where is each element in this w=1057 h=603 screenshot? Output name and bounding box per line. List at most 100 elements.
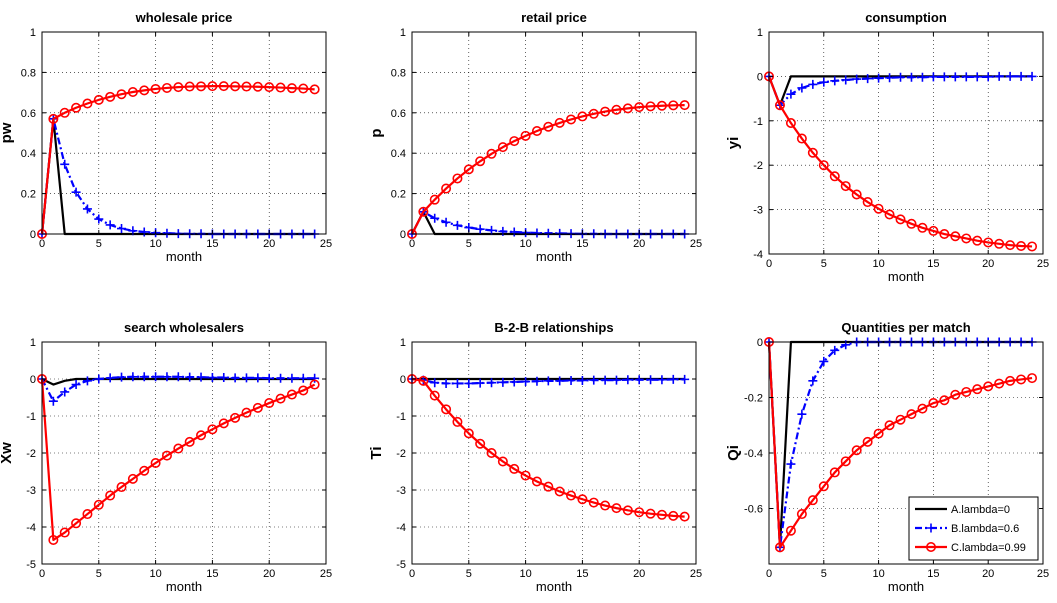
data-point bbox=[808, 376, 818, 386]
legend-marker bbox=[926, 523, 936, 533]
data-point bbox=[972, 72, 982, 82]
data-point bbox=[679, 100, 690, 111]
y-tick-label: -5 bbox=[396, 559, 406, 571]
y-axis-label: pw bbox=[0, 122, 15, 143]
data-point bbox=[82, 98, 93, 109]
data-point bbox=[668, 374, 678, 384]
panel-title: consumption bbox=[865, 10, 947, 25]
x-axis-label: month bbox=[536, 579, 572, 594]
data-point bbox=[475, 438, 486, 449]
data-point bbox=[961, 386, 972, 397]
data-point bbox=[298, 385, 309, 396]
data-point bbox=[264, 373, 274, 383]
x-axis-label: month bbox=[536, 249, 572, 264]
data-point bbox=[808, 79, 818, 89]
y-tick-label: -5 bbox=[26, 559, 36, 571]
data-point bbox=[819, 356, 829, 366]
y-tick-label: -1 bbox=[26, 411, 36, 423]
data-point bbox=[588, 108, 599, 119]
data-point bbox=[264, 82, 275, 93]
x-tick-label: 5 bbox=[821, 258, 827, 270]
data-point bbox=[862, 197, 873, 208]
data-point bbox=[928, 225, 939, 236]
data-point bbox=[71, 102, 82, 113]
data-point bbox=[486, 148, 497, 159]
y-tick-label: 0.4 bbox=[21, 148, 36, 160]
x-tick-label: 25 bbox=[690, 568, 702, 580]
series-line bbox=[767, 341, 1033, 549]
y-tick-label: -3 bbox=[753, 205, 763, 217]
panel-title: wholesale price bbox=[135, 10, 233, 25]
data-point bbox=[509, 463, 520, 474]
y-tick-label: 0 bbox=[30, 374, 36, 386]
data-point bbox=[486, 447, 497, 458]
data-point bbox=[577, 111, 588, 122]
data-point bbox=[906, 409, 917, 420]
data-point bbox=[885, 73, 895, 83]
data-point bbox=[646, 375, 656, 385]
data-point bbox=[497, 142, 508, 153]
y-tick-label: 1 bbox=[30, 337, 36, 349]
data-point bbox=[1005, 240, 1016, 251]
x-tick-label: 20 bbox=[263, 568, 275, 580]
x-axis-label: month bbox=[888, 269, 924, 284]
data-point bbox=[196, 430, 207, 441]
data-point bbox=[830, 345, 840, 355]
data-point bbox=[829, 467, 840, 478]
data-point bbox=[939, 229, 950, 240]
x-tick-label: 5 bbox=[466, 568, 472, 580]
data-point bbox=[219, 373, 229, 383]
data-point bbox=[851, 189, 862, 200]
data-point bbox=[774, 100, 785, 111]
data-point bbox=[207, 81, 218, 92]
x-tick-label: 20 bbox=[633, 568, 645, 580]
data-point bbox=[430, 213, 440, 223]
y-tick-label: 0 bbox=[757, 337, 763, 349]
data-point bbox=[862, 436, 873, 447]
data-point bbox=[983, 72, 993, 82]
y-tick-label: -4 bbox=[396, 522, 406, 534]
data-point bbox=[150, 457, 161, 468]
data-point bbox=[555, 376, 565, 386]
data-point bbox=[622, 103, 633, 114]
y-tick-label: -0.4 bbox=[744, 448, 763, 460]
data-point bbox=[184, 81, 195, 92]
data-point bbox=[796, 133, 807, 144]
legend-marker bbox=[925, 541, 936, 552]
x-tick-label: 5 bbox=[466, 238, 472, 250]
y-axis-label: Ti bbox=[368, 446, 385, 459]
data-point bbox=[82, 204, 92, 214]
data-point bbox=[162, 372, 172, 382]
data-point bbox=[566, 114, 577, 125]
data-point bbox=[796, 509, 807, 520]
x-tick-label: 15 bbox=[927, 258, 939, 270]
data-point bbox=[441, 404, 452, 415]
data-point bbox=[994, 238, 1005, 249]
y-tick-label: -3 bbox=[396, 485, 406, 497]
data-point bbox=[566, 375, 576, 385]
data-point bbox=[543, 376, 553, 386]
x-tick-label: 0 bbox=[409, 238, 415, 250]
data-point bbox=[207, 373, 217, 383]
data-point bbox=[797, 409, 807, 419]
data-point bbox=[173, 443, 184, 454]
data-point bbox=[105, 91, 116, 102]
x-tick-label: 5 bbox=[96, 568, 102, 580]
data-point bbox=[48, 113, 59, 124]
data-point bbox=[840, 181, 851, 192]
y-tick-label: 1 bbox=[400, 337, 406, 349]
x-tick-label: 10 bbox=[872, 568, 884, 580]
y-tick-label: 0 bbox=[30, 229, 36, 241]
legend-label: C.lambda=0.99 bbox=[951, 542, 1026, 554]
data-point bbox=[151, 372, 161, 382]
data-point bbox=[600, 375, 610, 385]
data-point bbox=[59, 527, 70, 538]
x-tick-label: 10 bbox=[872, 258, 884, 270]
data-point bbox=[863, 74, 873, 84]
data-point bbox=[475, 156, 486, 167]
data-point bbox=[48, 534, 59, 545]
y-axis-label: p bbox=[368, 128, 385, 137]
data-point bbox=[487, 378, 497, 388]
data-point bbox=[127, 473, 138, 484]
data-point bbox=[1016, 241, 1027, 252]
